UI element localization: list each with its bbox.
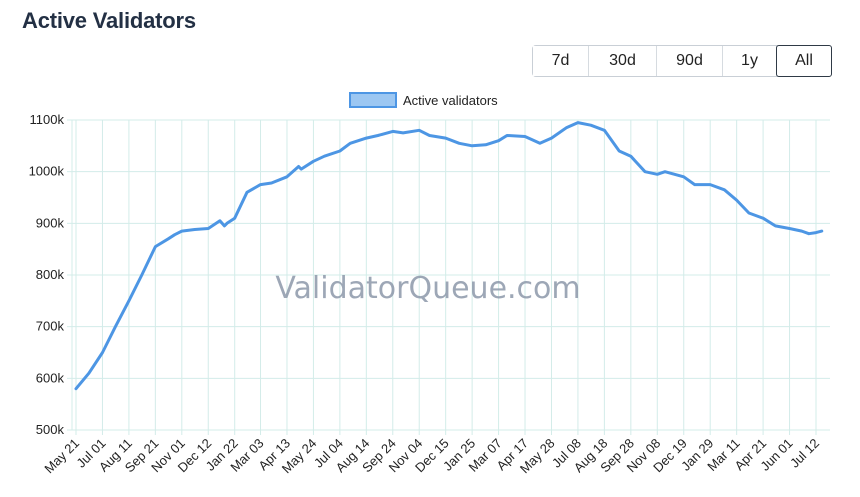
y-tick-label: 1100k <box>30 112 65 127</box>
y-tick-label: 900k <box>36 215 65 230</box>
chart-grid <box>67 119 830 435</box>
y-axis-ticks: 500k 600k 700k 800k 900k 1000k 1100k <box>29 112 65 437</box>
legend[interactable]: Active validators <box>349 92 498 108</box>
y-tick-label: 500k <box>36 422 65 437</box>
legend-label: Active validators <box>403 93 498 108</box>
time-range-selector: 7d 30d 90d 1y All <box>532 45 832 77</box>
y-tick-label: 600k <box>36 370 65 385</box>
series-layer <box>74 121 824 391</box>
y-tick-label: 800k <box>36 267 65 282</box>
x-tick-label: May 21 <box>41 436 82 477</box>
watermark-text: ValidatorQueue.com <box>275 271 580 306</box>
x-tick-label: Jul 12 <box>787 436 822 471</box>
range-button-90d[interactable]: 90d <box>657 46 723 76</box>
range-button-all[interactable]: All <box>776 45 832 77</box>
series-line-active-validators <box>74 121 824 391</box>
page-title: Active Validators <box>22 8 196 33</box>
range-button-1y[interactable]: 1y <box>723 46 777 76</box>
y-tick-label: 1000k <box>29 164 65 179</box>
y-tick-label: 700k <box>36 319 65 334</box>
legend-swatch <box>349 92 397 108</box>
range-button-7d[interactable]: 7d <box>533 46 589 76</box>
range-button-30d[interactable]: 30d <box>589 46 657 76</box>
